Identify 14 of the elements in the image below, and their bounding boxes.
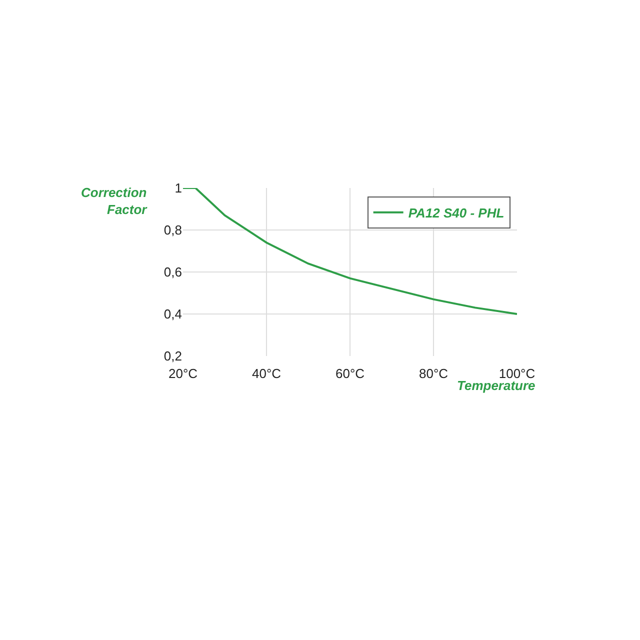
- legend-label: PA12 S40 - PHL: [408, 205, 504, 220]
- y-tick-label: 0,4: [164, 306, 182, 322]
- y-axis-title: Correction Factor: [81, 185, 148, 217]
- x-tick-label: 60°C: [335, 366, 365, 381]
- x-tick-label: 20°C: [168, 366, 198, 381]
- y-tick-label: 0,8: [164, 222, 182, 238]
- y-tick-label: 0,2: [164, 348, 182, 364]
- x-axis-title: Temperature: [457, 378, 536, 393]
- x-tick-label: 80°C: [418, 366, 448, 381]
- y-tick-label: 1: [174, 180, 182, 196]
- y-tick-label: 0,6: [164, 264, 182, 280]
- x-tick-label: 100°C: [498, 366, 536, 381]
- line-series: [183, 188, 517, 315]
- x-tick-label: 40°C: [252, 366, 282, 381]
